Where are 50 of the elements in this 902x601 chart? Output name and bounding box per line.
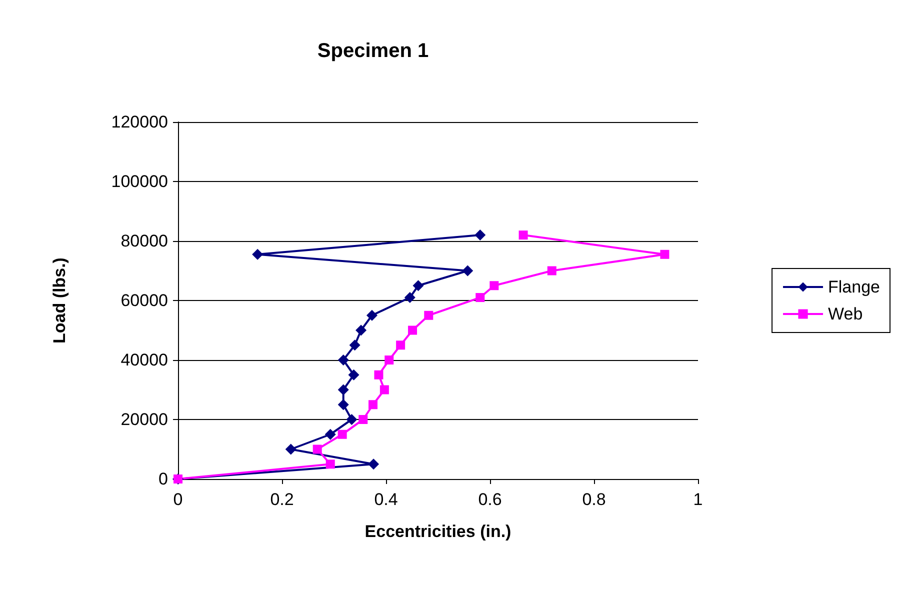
point xyxy=(285,444,296,455)
point xyxy=(338,354,349,366)
point xyxy=(368,458,380,470)
point xyxy=(518,230,528,240)
x-tick-label: 0.8 xyxy=(582,490,606,509)
point xyxy=(349,340,360,351)
point xyxy=(356,324,367,336)
point xyxy=(660,250,670,259)
point xyxy=(380,385,389,394)
y-axis-title: Load (lbs.) xyxy=(50,258,69,344)
x-tick-label: 0.4 xyxy=(374,490,398,509)
point xyxy=(374,370,384,380)
y-tick-label: 20000 xyxy=(120,410,168,429)
y-tick-label: 60000 xyxy=(120,291,168,310)
point xyxy=(326,460,335,469)
point xyxy=(474,230,486,241)
y-tick-label: 80000 xyxy=(120,232,168,250)
point xyxy=(338,384,349,396)
point xyxy=(368,400,378,410)
legend-label: Web xyxy=(828,304,863,324)
point xyxy=(384,356,394,364)
x-tick-label: 0.2 xyxy=(270,490,294,509)
y-tick-label: 40000 xyxy=(120,350,168,370)
point xyxy=(462,265,474,276)
point xyxy=(324,428,336,440)
chart-title: Specimen 1 xyxy=(317,40,429,62)
y-tick-label: 0 xyxy=(158,470,168,488)
point xyxy=(348,369,360,380)
point xyxy=(396,340,406,350)
point xyxy=(412,280,424,292)
legend-label: Flange xyxy=(828,278,880,296)
y-tick-label: 100000 xyxy=(111,172,168,191)
x-tick-label: 1 xyxy=(693,490,703,509)
point xyxy=(338,399,349,410)
point xyxy=(424,310,434,320)
point xyxy=(490,281,499,290)
x-tick-label: 0 xyxy=(173,490,183,509)
point xyxy=(404,292,416,304)
point xyxy=(366,310,378,321)
point xyxy=(476,293,485,302)
point xyxy=(252,248,264,260)
x-tick-label: 0.6 xyxy=(478,490,502,509)
point xyxy=(547,266,556,276)
point xyxy=(358,415,368,424)
point xyxy=(338,430,347,439)
y-tick-label: 120000 xyxy=(111,112,168,132)
point xyxy=(408,326,418,335)
point xyxy=(312,444,322,454)
point xyxy=(346,414,358,425)
x-axis-title: Eccentricities (in.) xyxy=(364,522,512,541)
